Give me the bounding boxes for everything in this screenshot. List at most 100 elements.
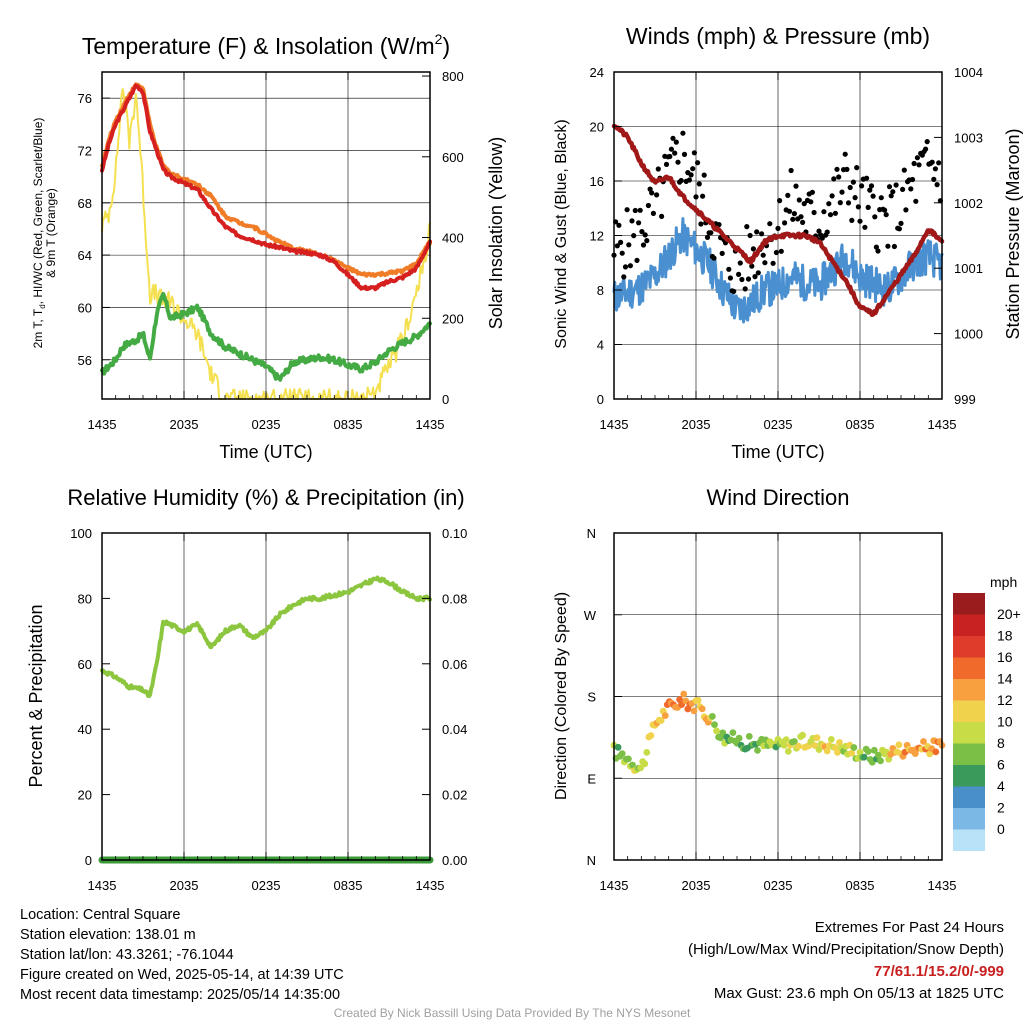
temp-y-tick-label: 76 xyxy=(78,91,92,106)
legend-label: 18 xyxy=(997,627,1013,643)
gust-point xyxy=(654,192,660,198)
gust-point xyxy=(632,207,638,214)
gust-point xyxy=(900,186,906,192)
legend-swatch xyxy=(953,593,985,615)
temp-x-axis-label: Time (UTC) xyxy=(219,442,312,462)
gust-point xyxy=(778,248,784,254)
relative-humidity-line xyxy=(100,575,432,699)
rh-y2-tick-label: 0.06 xyxy=(442,657,467,672)
gust-point xyxy=(650,210,657,216)
temp-y2-tick-label: 200 xyxy=(442,311,464,326)
gust-point xyxy=(744,224,750,230)
gust-point xyxy=(893,182,899,188)
gust-point xyxy=(914,155,921,161)
gust-point xyxy=(819,235,825,241)
gust-point xyxy=(886,184,893,190)
rh-y-tick-label: 80 xyxy=(78,591,92,606)
legend-swatch xyxy=(953,722,985,744)
gust-point xyxy=(883,212,889,218)
gust-point xyxy=(614,243,620,249)
gust-point xyxy=(891,243,898,250)
gust-point xyxy=(870,193,876,199)
wind-x-axis-label: Time (UTC) xyxy=(731,442,824,462)
wind-y-tick-label: 20 xyxy=(590,120,604,135)
gust-point xyxy=(639,229,645,235)
gust-point xyxy=(801,201,807,207)
wind-y-tick-label: 8 xyxy=(597,283,604,298)
gust-point xyxy=(875,248,881,254)
wind-y-tick-label: 0 xyxy=(597,392,604,407)
gust-point xyxy=(640,242,647,248)
wind-y-tick-label: 4 xyxy=(597,338,604,353)
gust-point xyxy=(645,202,652,209)
gust-point xyxy=(667,153,673,160)
rh-y2-tick-label: 0.04 xyxy=(442,722,467,737)
wind-direction-point xyxy=(932,748,940,756)
rh-x-tick-label: 1435 xyxy=(88,878,117,893)
temp-y2-axis-label: Solar Insolation (Yellow) xyxy=(486,137,506,329)
wind-y-axis-label: Sonic Wind & Gust (Blue, Black) xyxy=(553,119,570,348)
gust-point xyxy=(800,219,806,225)
dir-y-tick-label: N xyxy=(587,526,596,541)
gust-point xyxy=(931,176,937,182)
legend-label: 20+ xyxy=(997,606,1021,622)
wind-y2-tick-label: 1000 xyxy=(954,327,983,342)
gust-point xyxy=(834,166,840,172)
wind-x-tick-label: 0235 xyxy=(764,417,793,432)
gust-point xyxy=(750,246,757,252)
gust-point xyxy=(932,166,939,172)
temperature-insolation-panel: 1435 2035 0235 0835 1435 56 60 64 68 72 76 0 200 400 6… xyxy=(78,69,464,432)
extremes-box: Extremes For Past 24 Hours (High/Low/Max… xyxy=(688,917,1004,1005)
legend-label: 2 xyxy=(997,799,1005,815)
gust-point xyxy=(636,220,642,226)
gust-point xyxy=(901,167,907,173)
gust-point xyxy=(845,200,852,206)
dir-x-tick-label: 2035 xyxy=(682,878,711,893)
temp-x-tick-label: 1435 xyxy=(88,417,117,432)
gust-point xyxy=(770,260,776,266)
gust-point xyxy=(631,233,637,239)
dir-y-tick-label: S xyxy=(587,690,596,705)
rh-y-tick-label: 60 xyxy=(78,657,92,672)
wind-direction-point xyxy=(643,749,651,756)
gust-point xyxy=(701,172,707,178)
legend-label: 16 xyxy=(997,649,1013,665)
gust-point xyxy=(619,250,625,256)
wind-y2-tick-label: 1001 xyxy=(954,261,983,276)
dir-legend-title: mph xyxy=(990,574,1017,590)
gust-point xyxy=(621,274,627,280)
dir-y-tick-label: N xyxy=(587,853,596,868)
gust-point xyxy=(739,276,745,283)
gust-point xyxy=(760,252,766,258)
wind-y2-tick-label: 1002 xyxy=(954,196,983,211)
gust-point xyxy=(696,181,702,187)
legend-swatch xyxy=(953,636,985,658)
gust-point xyxy=(908,186,914,192)
info-latlon: Station lat/lon: 43.3261; -76.1044 xyxy=(20,947,234,963)
rh-y2-tick-label: 0.10 xyxy=(442,526,467,541)
gust-point xyxy=(642,232,648,238)
dir-x-tick-label: 0235 xyxy=(764,878,793,893)
temp-x-tick-label: 0835 xyxy=(334,417,363,432)
winds-pressure-panel: 1435 2035 0235 0835 1435 0 4 8 12 16 20 24 999 1000 10… xyxy=(590,65,983,432)
gust-point xyxy=(898,220,904,226)
wind-x-tick-label: 1435 xyxy=(600,417,629,432)
wind-y-tick-label: 24 xyxy=(590,65,604,80)
gust-point xyxy=(624,207,630,213)
gust-point xyxy=(882,207,888,213)
wind-direction-point xyxy=(754,747,761,754)
gust-point xyxy=(649,190,655,196)
gust-point xyxy=(888,193,894,199)
temp-y-tick-label: 64 xyxy=(78,248,92,263)
wind-direction-point xyxy=(864,748,872,755)
temp-y-tick-label: 72 xyxy=(78,143,92,158)
dir-x-tick-label: 1435 xyxy=(928,878,957,893)
station-pressure-line xyxy=(611,123,945,318)
gust-point xyxy=(675,159,681,165)
rh-y-tick-label: 40 xyxy=(78,722,92,737)
gust-point xyxy=(872,214,878,220)
wind-direction-point xyxy=(823,747,831,755)
extremes-values: 77/61.1/15.2/0/-999 xyxy=(873,963,1004,980)
legend-label: 12 xyxy=(997,692,1013,708)
